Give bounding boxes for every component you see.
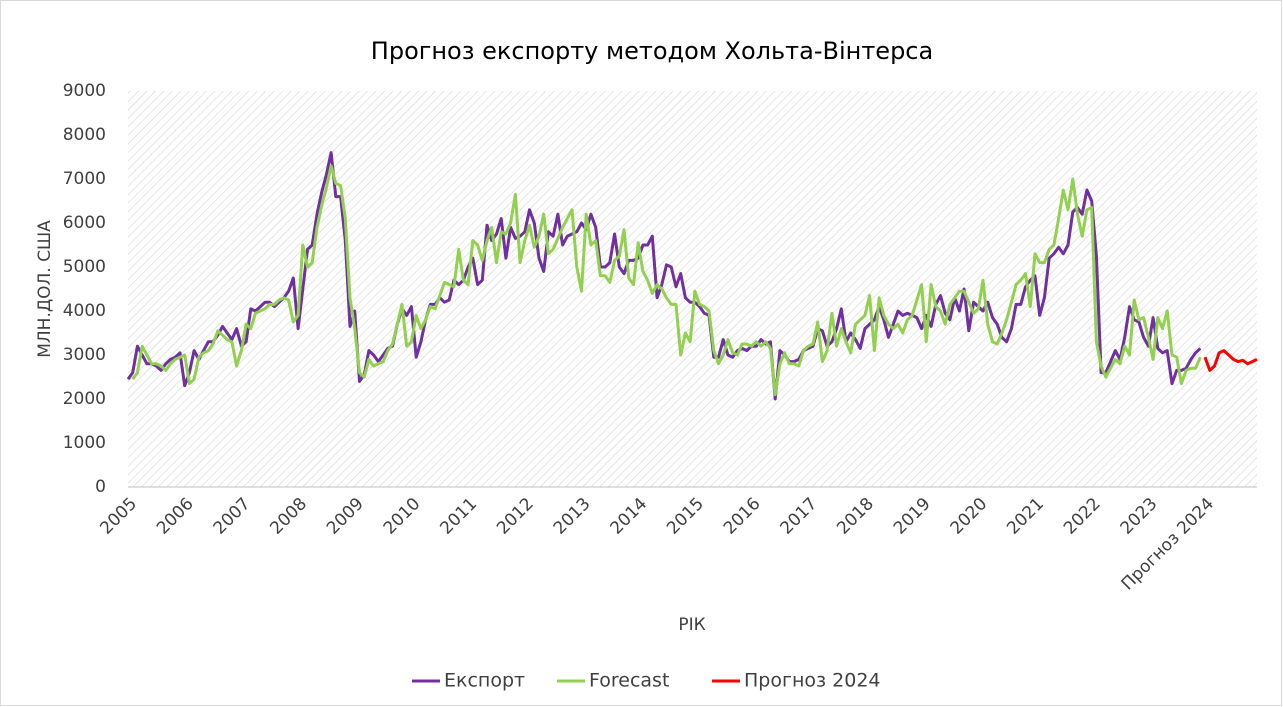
y-tick-label: 7000 [63,169,106,189]
legend-label: Прогноз 2024 [744,670,881,692]
x-axis-title: РІК [678,615,705,635]
legend-label: Forecast [589,670,669,692]
y-tick-label: 2000 [63,389,106,409]
y-tick-label: 1000 [63,433,106,453]
series-line [131,164,1202,397]
y-tick-label: 6000 [63,213,106,233]
legend-label: Експорт [444,670,525,692]
chart-title: Прогноз експорту методом Хольта-Вінтерса [371,37,933,65]
y-axis-title: МЛН.ДОЛ. США [35,220,55,358]
y-tick-label: 9000 [63,81,106,101]
y-tick-label: 0 [95,477,106,497]
series-line [126,151,1202,401]
y-tick-label: 3000 [63,345,106,365]
y-tick-label: 4000 [63,301,106,321]
y-tick-label: 5000 [63,257,106,277]
series-line [1203,349,1258,372]
plot-area [128,91,1257,487]
y-tick-label: 8000 [63,125,106,145]
